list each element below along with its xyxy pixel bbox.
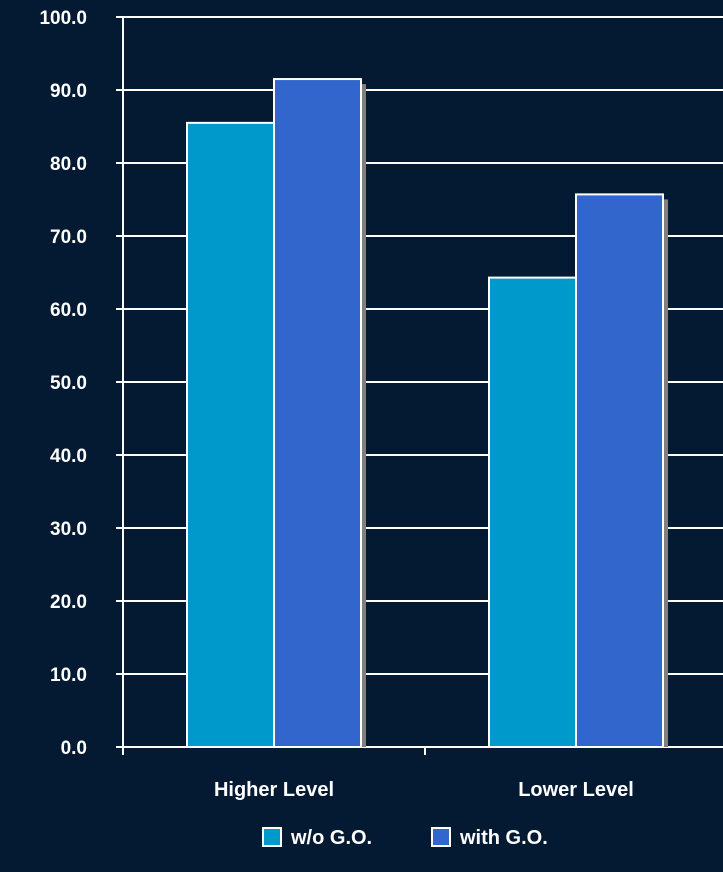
y-tick-label: 80.0 [50, 154, 87, 175]
y-tick-label: 10.0 [50, 665, 87, 686]
bar-with-go-1 [575, 193, 664, 748]
bars [186, 78, 668, 749]
x-tick-label: Higher Level [214, 779, 334, 801]
bar-without-go-1 [488, 276, 577, 748]
y-tick-label: 100.0 [39, 8, 87, 29]
legend-swatch-without-go [262, 827, 282, 847]
y-tick-label: 40.0 [50, 446, 87, 467]
bar-without-go-0 [186, 121, 275, 749]
legend-swatch-with-go [431, 827, 451, 847]
y-tick-label: 70.0 [50, 227, 87, 248]
y-tick-label: 60.0 [50, 300, 87, 321]
legend-label-without-go: w/o G.O. [290, 827, 372, 849]
y-tick-label: 0.0 [61, 738, 87, 759]
y-tick-label: 90.0 [50, 81, 87, 102]
x-tick-labels: Higher Level Lower Level [214, 779, 634, 801]
bar-with-go-0 [273, 78, 362, 749]
y-tick-label: 50.0 [50, 373, 87, 394]
y-tick-label: 30.0 [50, 519, 87, 540]
legend: w/o G.O. with G.O. [262, 827, 548, 849]
x-tick-label: Lower Level [518, 779, 634, 801]
y-tick-label: 20.0 [50, 592, 87, 613]
legend-label-with-go: with G.O. [459, 827, 548, 849]
y-tick-labels: 0.0 10.0 20.0 30.0 40.0 50.0 60.0 70.0 80.0 90.0 1… [39, 8, 87, 759]
